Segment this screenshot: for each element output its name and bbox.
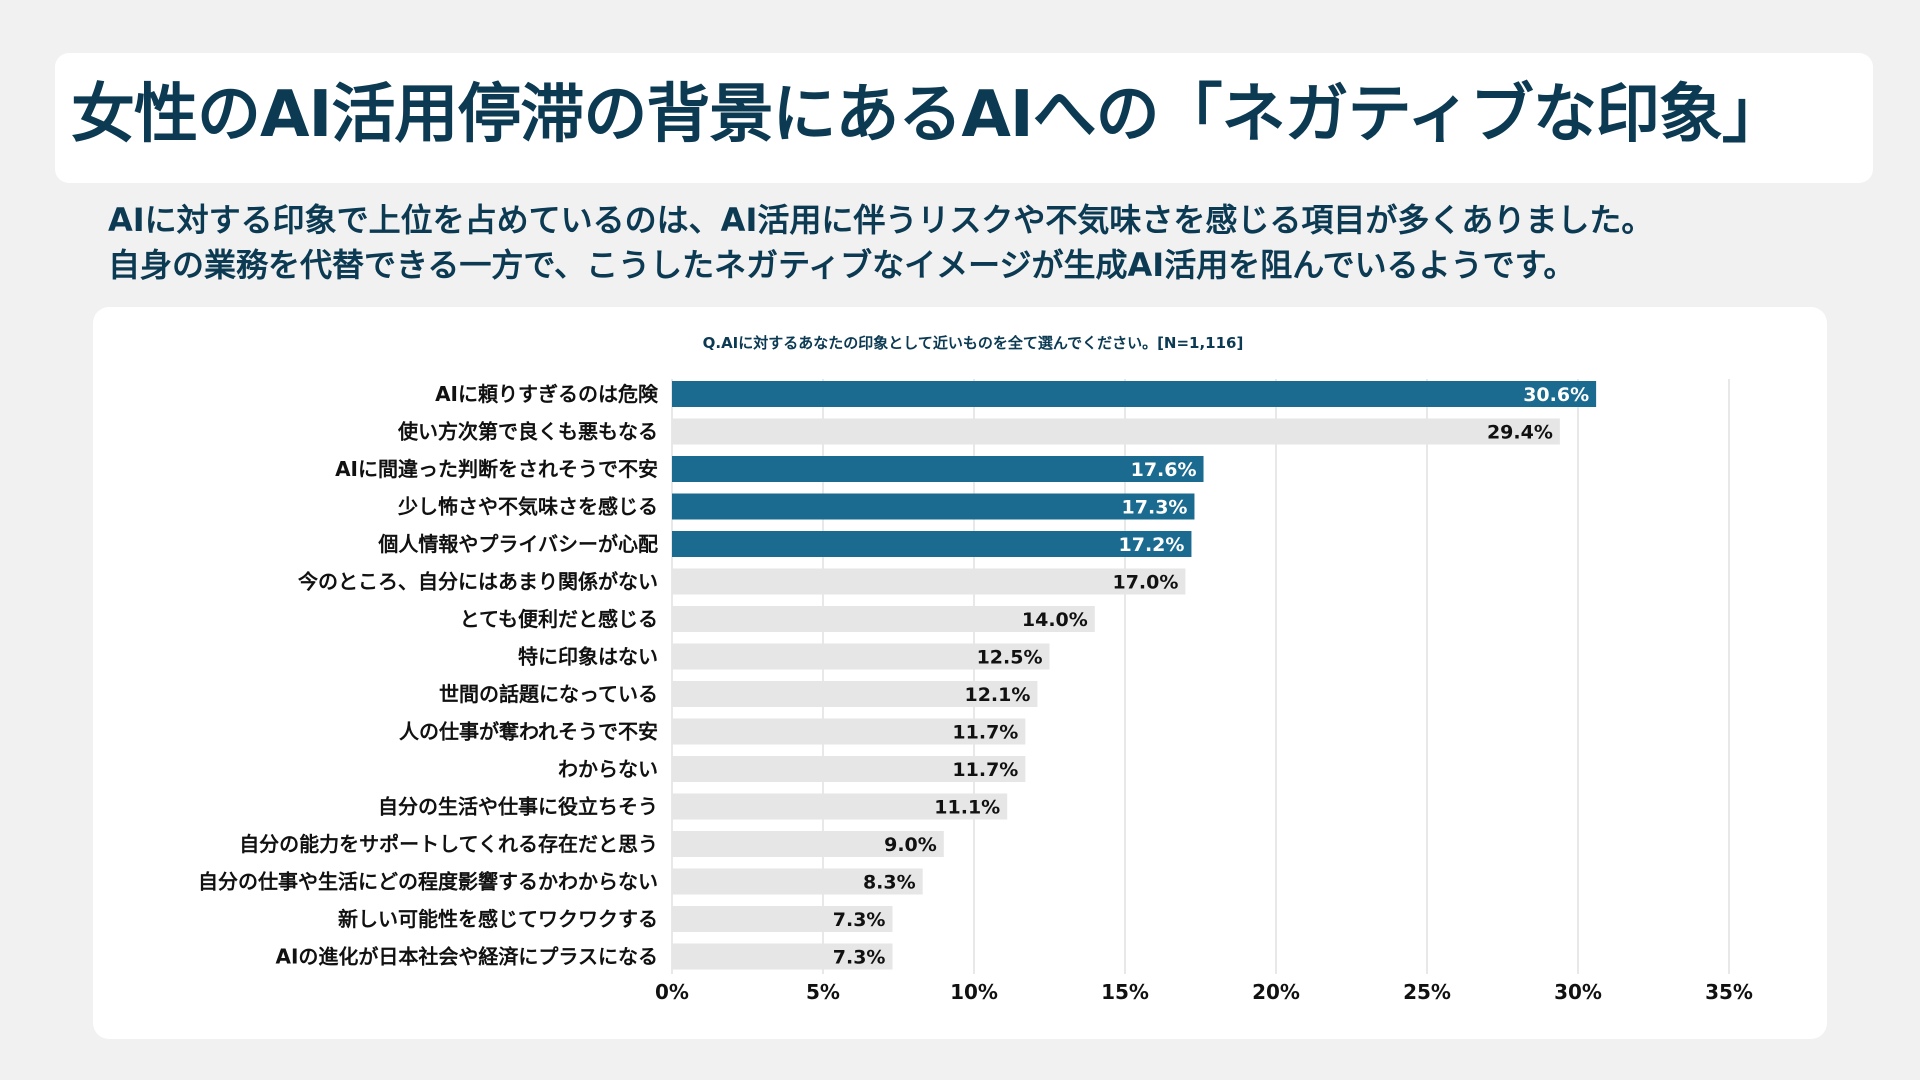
bar [672, 681, 1038, 707]
data-label: 11.7% [952, 722, 1018, 744]
data-label: 17.2% [1119, 534, 1185, 556]
x-tick-label: 5% [806, 980, 840, 1004]
chart-card: Q.AIに対するあなたの印象として近いものを全て選んでください。[N=1,116… [93, 307, 1827, 1039]
category-label: わからない [558, 757, 658, 781]
x-axis-ticks: 0% 5% 10% 15% 20% 25% 30% 35% [655, 980, 1753, 1004]
bar [672, 943, 893, 970]
category-label: 使い方次第で良くも悪もなる [397, 420, 658, 444]
bar [672, 831, 944, 857]
subtitle-line-1: AIに対する印象で上位を占めているのは、AI活用に伴うリスクや不気味さを感じる項… [108, 201, 1654, 239]
category-label: AIの進化が日本社会や経済にプラスになる [275, 945, 658, 969]
bar [672, 606, 1095, 632]
data-label: 17.0% [1112, 572, 1178, 594]
category-label: とても便利だと感じる [460, 607, 658, 631]
category-label: AIに間違った判断をされそうで不安 [335, 457, 658, 481]
category-label: 新しい可能性を感じてワクワクする [338, 907, 658, 931]
data-label: 9.0% [884, 834, 937, 856]
bar [672, 643, 1050, 670]
bars: 30.6% 29.4% 17.6% 17.3% 17.2% 17.0% 14.0% 12.5%… [672, 381, 1597, 970]
category-label: 自分の仕事や生活にどの程度影響するかわからない [198, 870, 658, 894]
data-label: 12.1% [964, 684, 1030, 706]
x-tick-label: 15% [1101, 980, 1149, 1004]
x-tick-label: 35% [1705, 980, 1753, 1004]
data-label: 8.3% [863, 872, 916, 894]
bar [672, 906, 893, 932]
data-label: 7.3% [833, 909, 886, 931]
data-label: 14.0% [1022, 609, 1088, 631]
highlighted-bar [672, 493, 1195, 520]
bar [672, 793, 1008, 820]
data-label: 30.6% [1523, 384, 1589, 406]
bar [672, 868, 923, 895]
x-tick-label: 25% [1403, 980, 1451, 1004]
data-label: 29.4% [1487, 422, 1553, 444]
highlighted-bar [672, 531, 1192, 557]
subtitle-line-2: 自身の業務を代替できる一方で、こうしたネガティブなイメージが生成AI活用を阻んで… [108, 246, 1576, 284]
bar-chart: Q.AIに対するあなたの印象として近いものを全て選んでください。[N=1,116… [198, 334, 1753, 1004]
category-label: AIに頼りすぎるのは危険 [435, 382, 659, 406]
category-label: 少し怖さや不気味さを感じる [397, 495, 658, 519]
x-tick-label: 10% [950, 980, 998, 1004]
data-label: 11.7% [952, 759, 1018, 781]
x-tick-label: 30% [1554, 980, 1602, 1004]
category-label: 今のところ、自分にはあまり関係がない [298, 570, 658, 594]
bar [672, 756, 1026, 782]
bar [672, 568, 1186, 595]
data-label: 17.6% [1131, 459, 1197, 481]
subtitle: AIに対する印象で上位を占めているのは、AI活用に伴うリスクや不気味さを感じる項… [108, 198, 1653, 288]
category-label: 人の仕事が奪われそうで不安 [399, 720, 658, 744]
highlighted-bar [672, 456, 1204, 482]
data-label: 17.3% [1122, 497, 1188, 519]
category-label: 個人情報やプライバシーが心配 [377, 532, 658, 556]
category-label: 世間の話題になっている [439, 682, 658, 706]
page-title: 女性のAI活用停滞の背景にあるAIへの「ネガティブな印象」 [71, 78, 1786, 152]
data-label: 11.1% [934, 797, 1000, 819]
bar [672, 418, 1560, 445]
category-label: 自分の生活や仕事に役立ちそう [378, 795, 658, 819]
x-tick-label: 0% [655, 980, 689, 1004]
data-label: 12.5% [977, 647, 1043, 669]
bar [672, 718, 1026, 745]
category-label: 特に印象はない [518, 645, 658, 669]
highlighted-bar [672, 381, 1597, 407]
title-card: 女性のAI活用停滞の背景にあるAIへの「ネガティブな印象」 [55, 53, 1873, 183]
chart-question: Q.AIに対するあなたの印象として近いものを全て選んでください。[N=1,116… [703, 334, 1244, 352]
category-label: 自分の能力をサポートしてくれる存在だと思う [239, 832, 658, 856]
x-tick-label: 20% [1252, 980, 1300, 1004]
data-label: 7.3% [833, 947, 886, 969]
